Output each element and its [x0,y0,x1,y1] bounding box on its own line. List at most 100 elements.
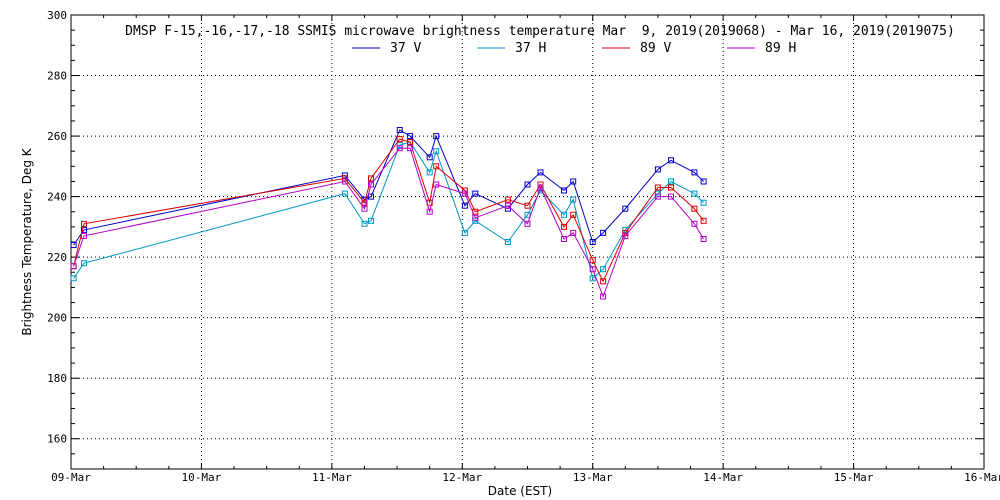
x-tick-label: 13-Mar [573,471,613,484]
series [70,139,707,282]
data-point [589,239,596,245]
data-point [504,202,511,209]
data-point [654,166,661,173]
data-point [361,220,368,227]
data-point [561,223,567,230]
data-point [407,139,414,146]
series [70,136,707,285]
data-point [361,199,368,206]
series-line [73,147,705,298]
data-point [691,205,698,212]
data-point [81,226,87,233]
data-point [81,260,87,267]
data-point [81,220,87,227]
data-point [561,211,567,218]
y-tick-label: 240 [47,191,67,204]
data-point [600,293,607,300]
data-point [561,236,567,242]
legend-item: 89 H [727,41,796,56]
data-point [622,232,629,239]
x-tick-label: 10-Mar [182,471,222,484]
legend-item: 37 V [352,41,421,56]
x-tick-label: 11-Mar [312,471,352,484]
y-axis-title: Brightness Temperature, Deg K [20,147,34,335]
data-point [570,229,577,236]
x-axis: 09-Mar 10-Mar 11-Mar 12-Mar 13-Mar 14-Mar 15-M… [51,15,1000,484]
y-tick-label: 300 [47,9,67,22]
data-point [524,220,531,227]
data-point [433,181,440,188]
data-point [368,217,374,224]
data-point [407,133,414,140]
series [70,145,707,300]
series-layer [70,127,707,300]
data-point [700,178,707,185]
data-point [472,190,479,197]
data-point [504,196,511,203]
data-point [396,127,403,133]
data-point [524,211,531,218]
legend-label: 37 V [390,41,421,56]
data-point [691,190,698,197]
data-point [589,257,596,264]
data-point [654,193,661,200]
x-tick-label: 12-Mar [442,471,482,484]
data-point [589,266,596,273]
data-point [524,202,531,209]
data-point [433,148,440,155]
series [70,127,707,248]
data-point [537,169,544,176]
data-point [700,217,707,224]
data-point [341,178,348,185]
data-point [537,184,544,191]
data-point [570,178,577,185]
data-point [524,181,531,188]
data-point [622,205,629,212]
series-line [73,129,704,246]
x-tick-label: 16-Mar [964,471,1000,484]
data-point [426,169,433,176]
data-point [600,266,607,273]
y-tick-label: 180 [47,372,67,385]
data-point [570,196,577,203]
chart-title: DMSP F-15,-16,-17,-18 SSMIS microwave br… [125,24,955,39]
legend: 37 V 37 H 89 V 89 H [352,41,796,56]
data-point [433,163,440,170]
data-point [70,275,77,282]
data-point [368,193,374,200]
data-point [668,157,674,164]
series-line [73,138,704,283]
data-point [396,145,403,152]
data-point [368,175,374,182]
y-tick-label: 160 [47,433,67,446]
y-tick-label: 200 [47,312,67,325]
data-point [426,208,433,215]
data-point [407,145,414,152]
y-tick-label: 280 [47,70,67,83]
x-axis-title: Date (EST) [488,484,552,498]
legend-label: 89 H [765,41,796,56]
data-point [461,202,468,209]
data-point [668,193,674,200]
data-point [70,263,77,270]
data-point [396,142,403,149]
legend-item: 89 V [602,41,671,56]
data-point [691,169,698,176]
x-tick-label: 14-Mar [703,471,743,484]
data-point [433,133,440,140]
grid-lines [71,15,984,469]
data-point [396,136,403,143]
x-tick-label: 15-Mar [834,471,874,484]
data-point [691,220,698,227]
x-tick-label: 09-Mar [51,471,91,484]
data-point [461,229,468,236]
data-point [570,211,577,218]
data-point [654,184,661,191]
legend-label: 37 H [515,41,546,56]
data-point [504,239,511,245]
data-point [81,232,87,239]
data-point [700,199,707,206]
data-point [589,275,596,282]
data-point [361,205,368,212]
